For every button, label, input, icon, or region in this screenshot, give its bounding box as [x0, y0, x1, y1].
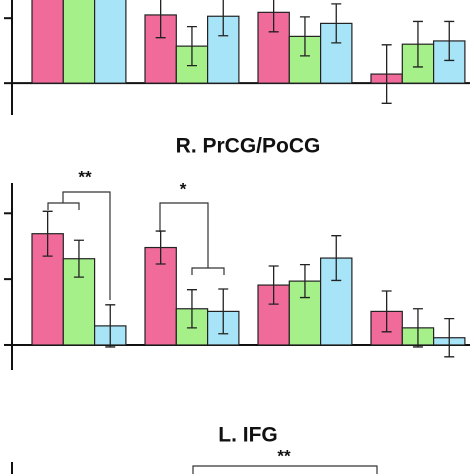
- error-bar: [155, 0, 166, 39]
- error-bar: [186, 289, 197, 329]
- error-bar: [412, 308, 423, 348]
- error-bar: [412, 20, 423, 68]
- error-bar: [381, 44, 392, 104]
- error-bar: [268, 0, 279, 33]
- panel-title: R. PrCG/PoCG: [176, 135, 321, 158]
- significance-label: **: [277, 446, 291, 465]
- bar: [320, 257, 353, 346]
- bar: [31, 0, 64, 84]
- error-bar: [105, 304, 116, 348]
- error-bar: [42, 210, 53, 257]
- error-bar: [73, 239, 84, 278]
- error-bar: [299, 263, 310, 299]
- error-bar: [218, 288, 229, 335]
- error-bar: [268, 265, 279, 305]
- bar: [62, 0, 96, 84]
- error-bar: [331, 3, 342, 44]
- error-bar: [331, 235, 342, 282]
- significance-brackets: [47, 191, 378, 474]
- significance-label: *: [180, 179, 187, 198]
- error-bar: [299, 16, 310, 57]
- error-bar: [381, 290, 392, 333]
- bar: [257, 11, 290, 84]
- error-bar: [444, 317, 455, 358]
- error-bar: [186, 25, 197, 67]
- error-bar: [444, 20, 455, 62]
- error-bar: [218, 0, 229, 37]
- error-bar: [155, 230, 166, 265]
- significance-label: **: [78, 167, 92, 186]
- panel-title: L. IFG: [218, 424, 278, 447]
- bar: [93, 0, 127, 84]
